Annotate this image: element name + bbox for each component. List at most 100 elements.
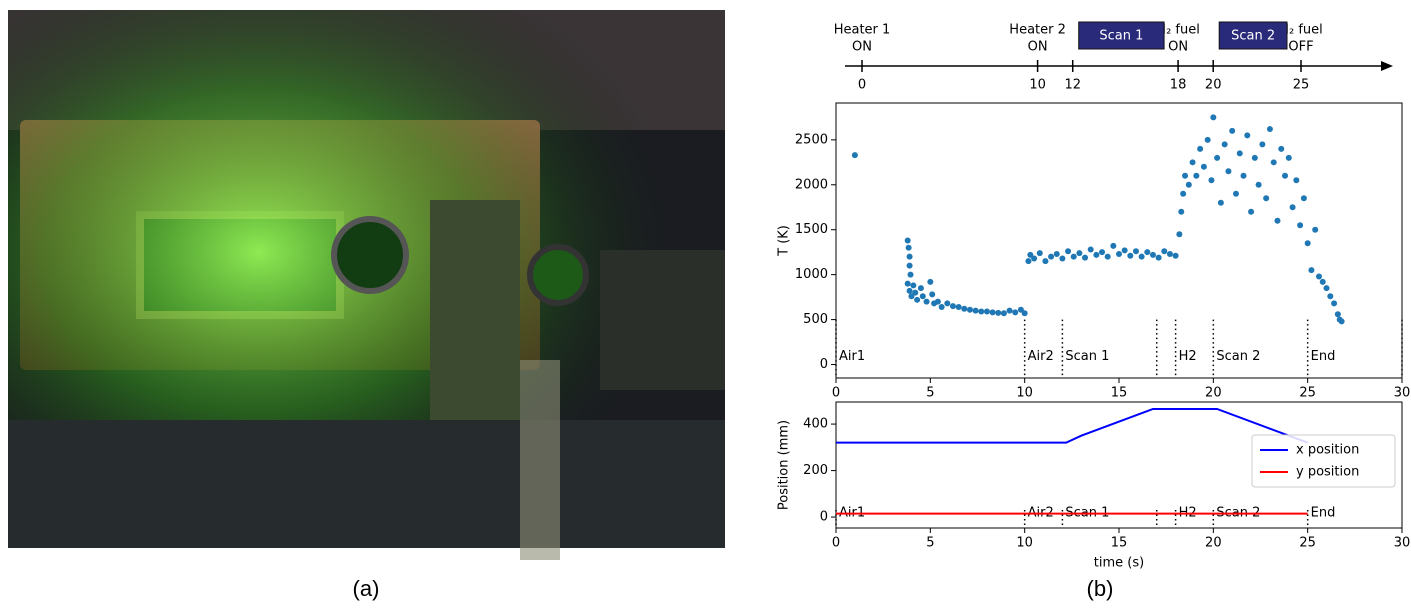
y-tick-label: 2500 xyxy=(795,132,828,147)
x-tick-label: 10 xyxy=(1016,386,1033,401)
data-point xyxy=(1208,177,1215,184)
legend-label: x position xyxy=(1296,443,1359,458)
data-point xyxy=(919,293,926,300)
y-tick-label: 400 xyxy=(803,417,828,432)
scan-label: Scan 1 xyxy=(1099,29,1143,44)
data-point xyxy=(1053,250,1060,257)
x-tick-label: 5 xyxy=(926,536,934,551)
data-point xyxy=(1323,285,1330,292)
data-point xyxy=(904,280,911,287)
y-tick-label: 0 xyxy=(820,510,828,525)
data-point xyxy=(955,304,962,311)
y-axis-label: Position (mm) xyxy=(777,420,792,510)
data-point xyxy=(1204,136,1211,143)
data-point xyxy=(1166,250,1173,257)
data-point xyxy=(1012,309,1019,316)
x-tick-label: 10 xyxy=(1016,536,1033,551)
y-axis-label: T (K) xyxy=(777,225,792,257)
x-axis-label: time (s) xyxy=(1094,556,1144,571)
data-point xyxy=(1200,163,1207,170)
x-tick-label: 25 xyxy=(1299,386,1316,401)
data-point xyxy=(1217,199,1224,206)
data-point xyxy=(1127,252,1134,259)
data-point xyxy=(1104,253,1111,260)
data-point xyxy=(1189,159,1196,166)
data-point xyxy=(1025,258,1032,265)
data-point xyxy=(1214,154,1221,161)
data-point xyxy=(1144,249,1151,256)
data-point xyxy=(1300,195,1307,202)
data-point xyxy=(1270,159,1277,166)
timeline-tick-label: 20 xyxy=(1205,78,1222,93)
x-tick-label: 0 xyxy=(832,386,840,401)
data-point xyxy=(1027,251,1034,258)
data-point xyxy=(1180,190,1187,197)
x-tick-label: 15 xyxy=(1111,536,1128,551)
event-label: H₂ fuel xyxy=(1156,23,1200,38)
y-tick-label: 200 xyxy=(803,463,828,478)
x-tick-label: 20 xyxy=(1205,536,1222,551)
data-point xyxy=(995,309,1002,316)
data-point xyxy=(1149,251,1156,258)
event-marker-label: End xyxy=(1311,506,1336,521)
data-point xyxy=(1048,253,1055,260)
event-label: OFF xyxy=(1288,40,1313,55)
caption: (a) xyxy=(353,576,380,601)
data-point xyxy=(851,152,858,159)
data-point xyxy=(1059,255,1066,262)
data-point xyxy=(914,296,921,303)
data-point xyxy=(989,309,996,316)
event-label: ON xyxy=(852,40,872,55)
data-point xyxy=(978,308,985,315)
data-point xyxy=(944,300,951,307)
data-point xyxy=(1244,132,1251,139)
data-point xyxy=(1308,267,1315,274)
event-marker-label: Air1 xyxy=(839,349,865,364)
x-tick-label: 20 xyxy=(1205,386,1222,401)
data-point xyxy=(1210,114,1217,121)
x-tick-label: 15 xyxy=(1111,386,1128,401)
data-point xyxy=(923,298,930,305)
data-point xyxy=(983,308,990,315)
data-point xyxy=(1121,247,1128,254)
data-point xyxy=(1172,252,1179,259)
y-tick-label: 2000 xyxy=(795,177,828,192)
event-label: Heater 2 xyxy=(1009,23,1066,38)
data-point xyxy=(1232,190,1239,197)
x-tick-label: 30 xyxy=(1394,386,1411,401)
data-point xyxy=(1304,240,1311,247)
timeline-tick-label: 12 xyxy=(1064,78,1081,93)
scan-box xyxy=(1218,21,1288,50)
legend-box xyxy=(1251,434,1396,488)
data-point xyxy=(906,287,913,294)
data-point xyxy=(1193,172,1200,179)
data-point xyxy=(1285,154,1292,161)
data-point xyxy=(1263,195,1270,202)
data-point xyxy=(1082,254,1089,261)
data-point xyxy=(1006,307,1013,314)
data-point xyxy=(1076,250,1083,257)
series-line xyxy=(836,407,1309,444)
data-point xyxy=(1251,154,1258,161)
data-point xyxy=(906,262,913,269)
data-point xyxy=(908,293,915,300)
data-point xyxy=(961,305,968,312)
x-tick-label: 30 xyxy=(1394,536,1411,551)
y-tick-label: 500 xyxy=(803,312,828,327)
event-label: ON xyxy=(1028,40,1048,55)
event-label: Heater 1 xyxy=(834,23,891,38)
data-point xyxy=(1319,278,1326,285)
data-point xyxy=(1327,293,1334,300)
caption: (b) xyxy=(1087,576,1114,601)
data-point xyxy=(906,253,913,260)
y-tick-label: 1500 xyxy=(795,222,828,237)
data-point xyxy=(1099,249,1106,256)
data-point xyxy=(1182,172,1189,179)
photo xyxy=(8,10,725,560)
event-marker-label: End xyxy=(1311,349,1336,364)
event-label: ON xyxy=(1168,40,1188,55)
data-point xyxy=(912,289,919,296)
data-point xyxy=(1197,145,1204,152)
data-point xyxy=(1248,208,1255,215)
arrow-head xyxy=(1381,61,1393,71)
